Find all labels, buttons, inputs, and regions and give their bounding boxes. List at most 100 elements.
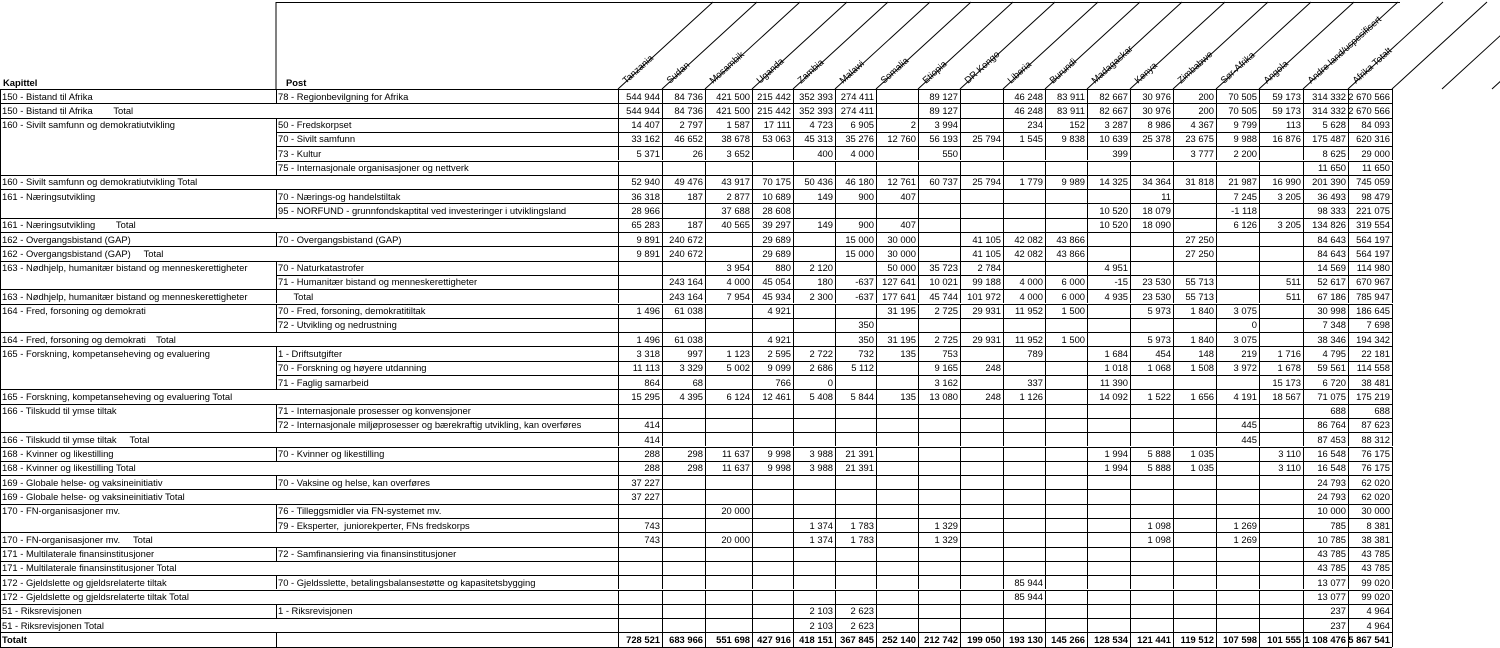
grid-line xyxy=(960,274,961,290)
grid-line xyxy=(1303,360,1304,375)
grid-line xyxy=(835,317,836,333)
grid-line xyxy=(1348,618,1349,633)
grid-line xyxy=(1348,417,1349,433)
value-cell: 38 346 xyxy=(1317,333,1346,345)
grid-line xyxy=(918,246,919,261)
value-cell: 43 785 xyxy=(1317,548,1346,560)
grid-line xyxy=(276,375,1392,376)
grid-line xyxy=(1087,131,1088,147)
grid-line xyxy=(1348,475,1349,490)
grid-line xyxy=(835,603,836,619)
grid-line xyxy=(1392,432,1393,447)
grid-line xyxy=(752,160,753,175)
grid-line xyxy=(1348,317,1349,333)
grid-line xyxy=(1216,475,1217,490)
grid-line xyxy=(876,346,877,361)
value-cell: 99 020 xyxy=(1361,576,1390,588)
grid-line xyxy=(662,203,663,218)
grid-line xyxy=(876,417,877,433)
grid-line xyxy=(1216,274,1217,290)
grid-line xyxy=(662,546,663,561)
grid-line xyxy=(1130,346,1131,361)
grid-line xyxy=(618,489,619,504)
value-cell: 4 951 xyxy=(1104,262,1128,274)
grid-line xyxy=(752,332,753,347)
hdr-label: Madagaskar xyxy=(1089,43,1135,86)
grid-line xyxy=(1303,403,1304,418)
value-cell: 24 793 xyxy=(1317,490,1346,502)
value-cell: 76 175 xyxy=(1361,462,1390,474)
grid-line xyxy=(618,89,619,104)
grid-line xyxy=(918,475,919,490)
value-cell: 15 000 xyxy=(845,233,874,245)
value-cell: 445 xyxy=(1241,419,1257,431)
grid-line xyxy=(1173,289,1174,304)
grid-line xyxy=(0,332,1392,334)
grid-line xyxy=(918,346,919,361)
value-cell: 9 099 xyxy=(767,362,791,374)
grid-line xyxy=(276,89,277,104)
value-cell: 399 xyxy=(1112,147,1128,159)
hdr-label: Zambia xyxy=(795,56,826,86)
post-cell: 70 - Fred, forsoning, demokratitiltak xyxy=(278,305,426,316)
grid-line xyxy=(1087,475,1088,490)
grid-line xyxy=(960,174,961,190)
value-cell: 4 000 xyxy=(1019,276,1043,288)
grid-line xyxy=(705,389,706,404)
grid-line xyxy=(705,489,706,504)
value-cell: 6 000 xyxy=(1061,290,1085,302)
grid-line xyxy=(1003,232,1004,247)
grid-line xyxy=(1130,532,1131,547)
value-cell: 237 xyxy=(1330,619,1346,631)
grid-line xyxy=(752,389,753,404)
grid-line xyxy=(1087,618,1088,633)
post-cell: 76 - Tilleggsmidler via FN-systemet mv. xyxy=(278,505,442,517)
grid-line xyxy=(1003,532,1004,547)
value-cell: 27 250 xyxy=(1185,247,1214,259)
grid-line xyxy=(1173,375,1174,390)
value-cell: 38 381 xyxy=(1361,533,1390,545)
grid-line xyxy=(835,217,836,232)
grid-line xyxy=(793,146,794,161)
value-cell: 70 505 xyxy=(1228,90,1257,102)
grid-line xyxy=(1173,432,1174,447)
grid-line xyxy=(618,518,619,533)
header-diagonal xyxy=(1172,1,1269,90)
grid-line xyxy=(793,89,794,104)
grid-line xyxy=(1130,546,1131,561)
grid-line xyxy=(1259,518,1260,533)
value-cell: 1 068 xyxy=(1147,362,1171,374)
grid-line xyxy=(918,217,919,232)
grid-line xyxy=(0,503,1392,505)
grid-line xyxy=(1003,432,1004,447)
grid-line xyxy=(918,146,919,161)
grid-line xyxy=(662,503,663,518)
grid-line xyxy=(618,317,619,333)
grid-line xyxy=(1348,103,1349,118)
grid-line xyxy=(705,503,706,518)
value-cell: 11 xyxy=(1161,190,1171,202)
grid-line xyxy=(276,189,277,204)
grid-line xyxy=(1392,532,1393,547)
grid-line xyxy=(793,460,794,476)
value-cell: 11 952 xyxy=(1015,333,1043,345)
grid-line xyxy=(705,532,706,547)
value-cell: 23 675 xyxy=(1185,133,1214,145)
value-cell: 2 103 xyxy=(809,619,833,631)
grid-line xyxy=(1003,260,1004,275)
value-cell: 31 818 xyxy=(1185,176,1214,188)
grid-line xyxy=(752,174,753,190)
kapittel-cell: 160 - Sivilt samfunn og demokratiutvikli… xyxy=(2,119,175,131)
value-cell: 16 876 xyxy=(1272,133,1301,145)
value-cell: 5 628 xyxy=(1322,119,1346,131)
grid-line xyxy=(1303,575,1304,590)
grid-line xyxy=(1130,189,1131,204)
value-cell: 30 976 xyxy=(1142,90,1171,102)
kapittel-cell: 163 - Nødhjelp, humanitær bistand og men… xyxy=(2,262,248,274)
grid-line xyxy=(835,446,836,461)
grid-line xyxy=(918,389,919,404)
kapittel-cell: 51 - Riksrevisjonen xyxy=(2,605,82,617)
grid-line xyxy=(960,103,961,118)
grid-line xyxy=(662,160,663,175)
